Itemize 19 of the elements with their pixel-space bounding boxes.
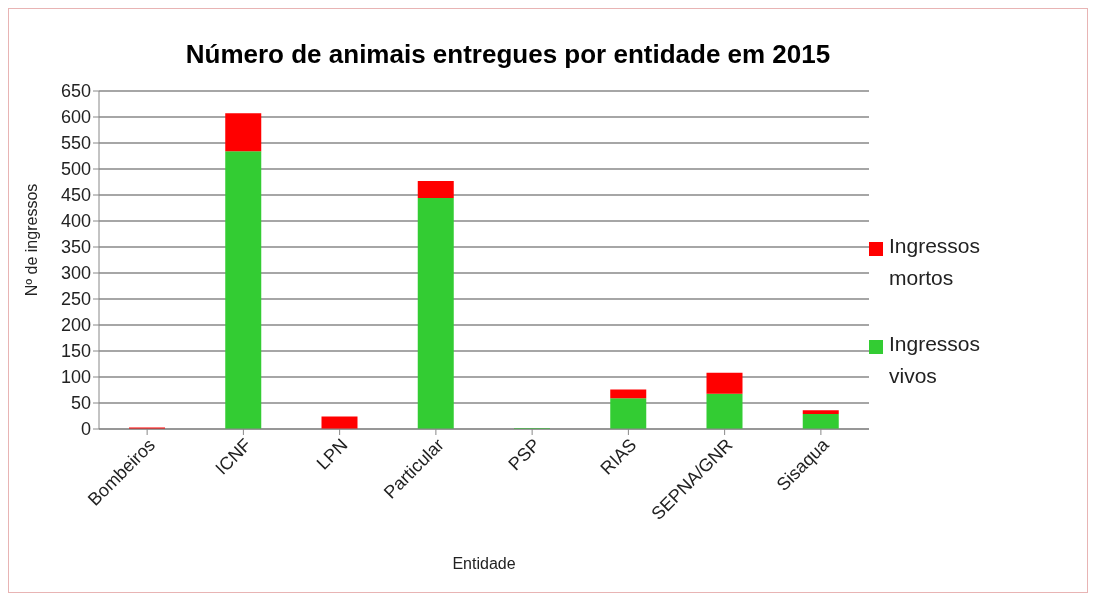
y-tick-label: 400 (60, 211, 91, 232)
y-tick-label: 150 (60, 341, 91, 362)
y-tick-label: 500 (60, 159, 91, 180)
y-tick-label: 50 (70, 393, 91, 414)
x-axis-title: Entidade (452, 555, 516, 572)
chart-title: Número de animais entregues por entidade em 2015 (184, 38, 832, 71)
y-tick-label: 600 (60, 107, 91, 128)
y-tick-label: 0 (80, 419, 91, 440)
y-tick-label: 200 (60, 315, 91, 336)
legend-label: Ingressos mortos (889, 233, 982, 291)
y-axis-title: Nº de ingressos (22, 183, 40, 297)
y-tick-label: 450 (60, 185, 91, 206)
y-tick-label: 300 (60, 263, 91, 284)
y-tick-label: 550 (60, 133, 91, 154)
y-tick-label: 650 (60, 81, 91, 102)
legend-label: Ingressos vivos (889, 331, 982, 389)
y-tick-label: 350 (60, 237, 91, 258)
y-tick-label: 100 (60, 367, 91, 388)
y-tick-label: 250 (60, 289, 91, 310)
